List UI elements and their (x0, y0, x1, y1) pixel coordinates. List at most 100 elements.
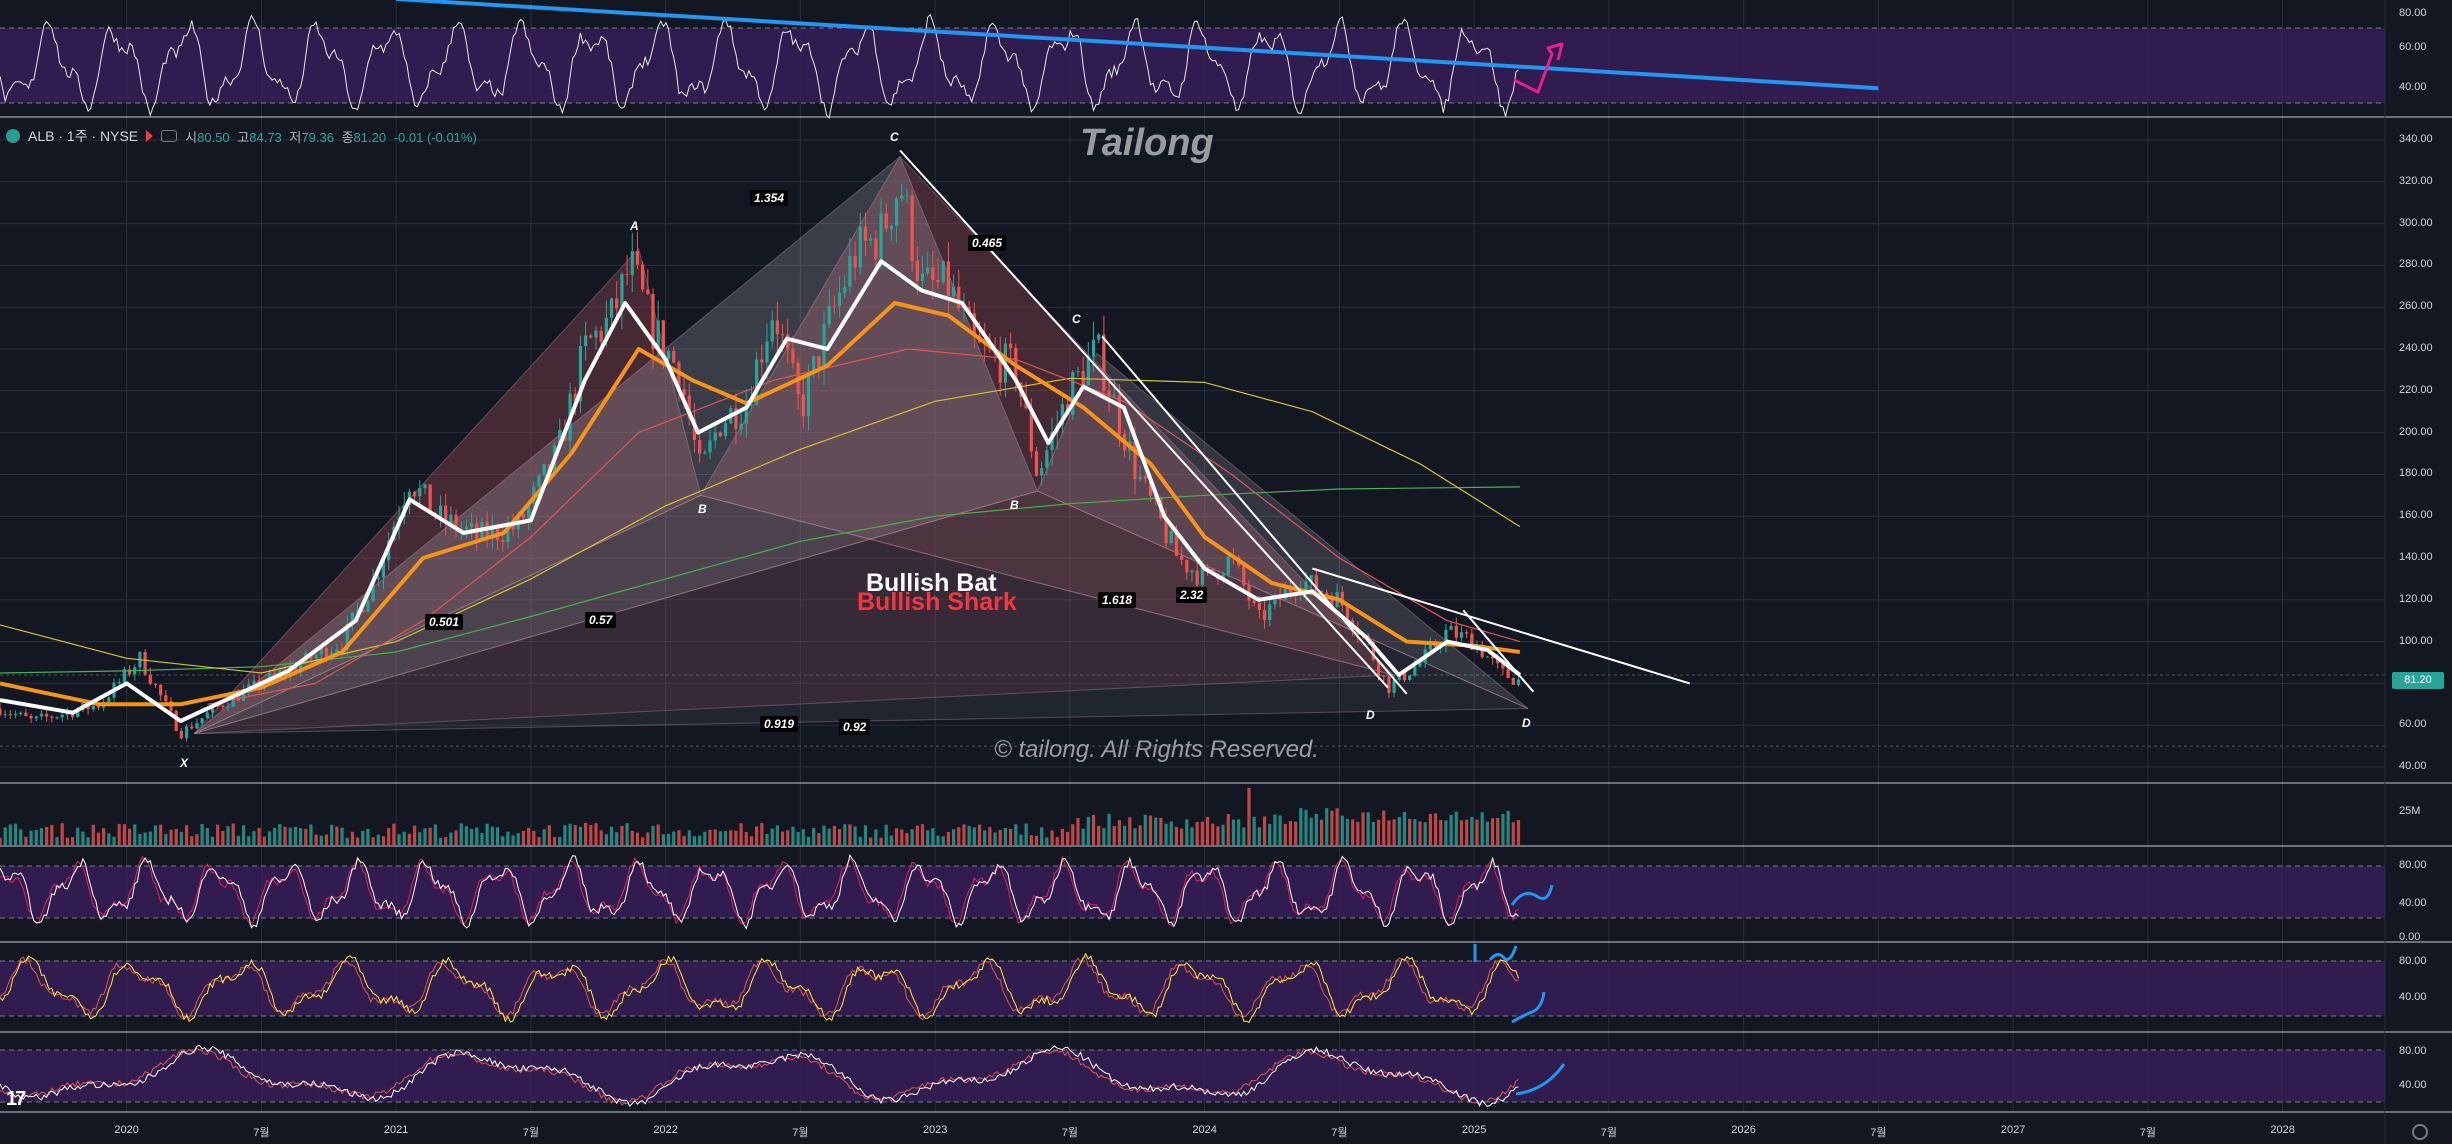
volume-bar (718, 831, 722, 845)
volume-bar (765, 833, 769, 845)
volume-bar (775, 825, 779, 845)
candle-body (837, 292, 842, 306)
stoch1-k-line (0, 853, 1519, 930)
volume-bar (1304, 809, 1308, 845)
candle-body (423, 484, 427, 489)
candle-body (625, 274, 629, 276)
volume-bar (837, 829, 842, 845)
candle-body (760, 359, 764, 363)
price-tick-label: 40.00 (2399, 81, 2427, 93)
candle-body (381, 560, 386, 578)
candle-body (335, 649, 339, 653)
candle-body (1164, 518, 1168, 543)
volume-bar (70, 837, 75, 845)
volume-bar (1211, 823, 1215, 845)
volume-bar (1288, 821, 1293, 845)
candle-body (29, 716, 33, 719)
volume-bar (1029, 835, 1033, 845)
candle-body (573, 393, 577, 402)
volume-bar (366, 828, 370, 845)
candle-body (1444, 629, 1448, 646)
volume-bar (216, 824, 220, 845)
flag-icon[interactable] (146, 130, 154, 142)
candle-body (153, 683, 158, 685)
candle-body (780, 334, 785, 336)
volume-bar (812, 827, 816, 845)
volume-bar (324, 834, 329, 845)
volume-bar (967, 825, 971, 845)
volume-bar (713, 829, 717, 845)
candle-body (1200, 567, 1204, 586)
volume-bar (392, 823, 396, 845)
point-label-a: A (630, 219, 639, 233)
volume-bar (1506, 810, 1510, 845)
candle-body (739, 423, 743, 430)
candle-body (1138, 476, 1142, 480)
candle-body (1392, 679, 1396, 693)
volume-bar (402, 831, 406, 845)
candle-body (521, 514, 526, 518)
volume-bar (169, 829, 173, 845)
candle-body (1501, 663, 1505, 669)
volume-bar (45, 826, 49, 845)
watermark-title: Tailong (1080, 122, 1214, 164)
candle-body (24, 712, 28, 717)
candle-body (858, 226, 862, 268)
candle-body (1221, 574, 1225, 580)
volume-bar (1268, 823, 1272, 845)
time-tick-label: 7월 (522, 1127, 540, 1139)
volume-bars (0, 788, 1521, 845)
volume-bar (340, 827, 344, 845)
volume-bar (998, 830, 1002, 845)
candle-body (1309, 575, 1313, 582)
candle-body (91, 705, 95, 710)
volume-bar (661, 834, 665, 845)
volume-bar (60, 823, 64, 845)
volume-bar (0, 837, 2, 845)
volume-bar (1402, 811, 1407, 845)
candle-body (1459, 632, 1464, 638)
candle-body (1040, 468, 1044, 476)
volume-bar (511, 835, 515, 845)
candle-body (874, 238, 878, 260)
volume-bar (293, 826, 298, 845)
volume-bar (1278, 815, 1282, 845)
point-label-b: B (698, 502, 707, 516)
symbol-logo-icon (6, 129, 20, 143)
eye-icon[interactable] (161, 130, 178, 142)
candle-body (454, 514, 458, 531)
candle-body (366, 600, 370, 613)
price-tick-label: 180.00 (2399, 467, 2433, 480)
volume-bar (1490, 818, 1495, 845)
volume-bar (1143, 814, 1147, 845)
candle-body (1413, 666, 1417, 676)
settings-icon[interactable] (2412, 1124, 2428, 1140)
candle-body (107, 697, 111, 703)
volume-bar (962, 824, 966, 845)
volume-bar (164, 833, 168, 845)
top-osc-line (0, 13, 1519, 119)
stoch1-up-arrow-icon (1510, 884, 1554, 906)
volume-bar (361, 830, 365, 845)
volume-bar (1226, 814, 1230, 845)
candle-body (905, 195, 909, 197)
volume-bar (739, 823, 743, 845)
volume-bar (148, 831, 152, 845)
candle-body (822, 324, 826, 369)
volume-bar (288, 827, 292, 845)
candle-body (703, 452, 707, 454)
price-tick-label: 80.00 (2399, 955, 2427, 967)
volume-bar (703, 831, 707, 845)
candle-body (635, 251, 640, 265)
candle-body (786, 334, 790, 349)
symbol-name[interactable]: ALB · 1주 · NYSE (28, 128, 139, 144)
volume-bar (749, 836, 754, 845)
time-tick-label: 7월 (1600, 1127, 1617, 1139)
volume-bar (1356, 821, 1360, 845)
candle-body (848, 256, 852, 287)
price-tick-label: 320.00 (2399, 174, 2433, 187)
candle-body (241, 689, 246, 701)
candle-body (428, 484, 432, 513)
volume-bar (910, 829, 914, 845)
